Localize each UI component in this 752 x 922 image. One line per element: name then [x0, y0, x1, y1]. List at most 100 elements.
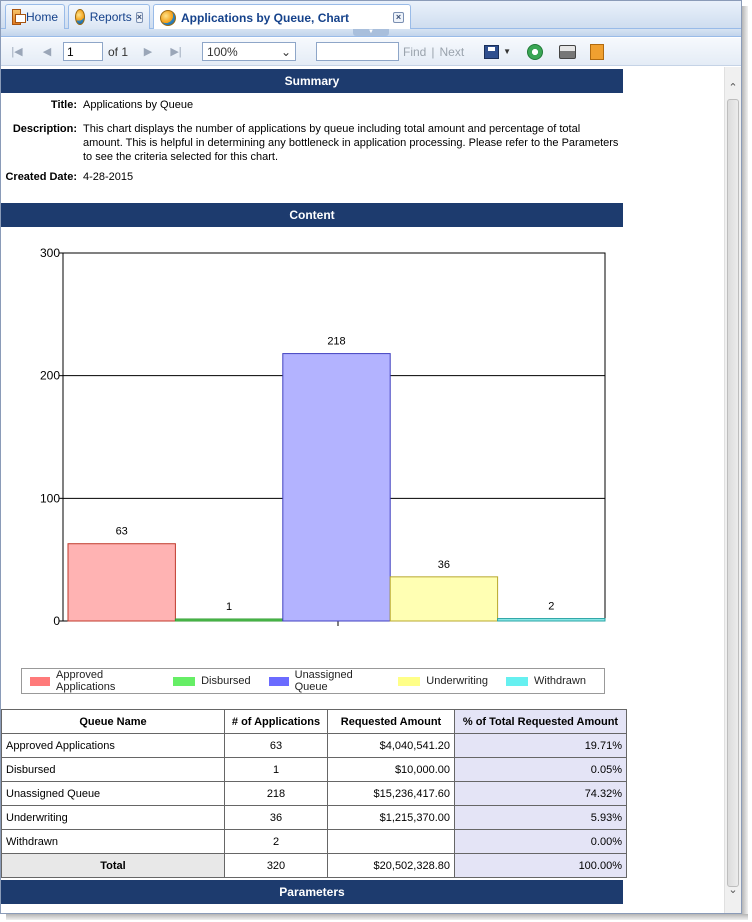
export-save-icon[interactable] [484, 44, 500, 59]
collapse-handle[interactable]: ▼ [353, 29, 389, 36]
legend-swatch [268, 676, 289, 686]
legend-item: Unassigned Queue [268, 669, 381, 693]
tab-applications-by-queue[interactable]: Applications by Queue, Chart × [153, 4, 411, 30]
col-requested-amount: Requested Amount [327, 709, 455, 734]
close-icon[interactable]: × [135, 11, 143, 23]
next-link[interactable]: Next [439, 44, 465, 59]
summary-title-row: Title: Applications by Queue [1, 98, 623, 112]
table-row: Approved Applications 63 $4,040,541.20 19.7… [1, 733, 627, 758]
content-header: Content [1, 203, 623, 227]
applications-cell: 2 [224, 829, 328, 854]
vertical-scrollbar[interactable]: ⌃ ⌄ [724, 67, 741, 913]
bar-data-label: 2 [548, 601, 554, 613]
refresh-icon[interactable] [527, 43, 544, 60]
first-page-icon[interactable]: |◀ [11, 46, 23, 58]
table-total-row: Total 320 $20,502,328.80 100.00% [1, 853, 627, 878]
col-pct-total: % of Total Requested Amount [454, 709, 627, 734]
tab-reports[interactable]: Reports × [68, 4, 150, 29]
legend-swatch [173, 676, 196, 686]
amount-cell: $1,215,370.00 [327, 805, 455, 830]
page-count: of 1 [108, 44, 129, 59]
y-tick-label: 100 [40, 491, 60, 505]
chart-data-labels: 63 1 218 36 2 [116, 336, 555, 613]
applications-cell: 1 [224, 757, 328, 782]
tab-home-label: Home [25, 10, 58, 24]
amount-cell: $15,236,417.60 [327, 781, 455, 806]
tab-active-label: Applications by Queue, Chart [181, 10, 350, 25]
queue-name-cell: Underwriting [1, 805, 225, 830]
report-window: Home Reports × Applications by Queue, Ch… [0, 0, 742, 914]
chart-legend: Approved Applications Disbursed Unassigned… [21, 668, 605, 694]
table-row: Underwriting 36 $1,215,370.00 5.93% [1, 805, 627, 830]
total-pct-cell: 100.00% [454, 853, 627, 878]
legend-label: Approved Applications [56, 669, 116, 693]
close-icon[interactable]: × [393, 12, 404, 23]
col-queue-name: Queue Name [1, 709, 225, 734]
bar-data-label: 63 [116, 526, 128, 538]
bar-chart: 63 1 218 36 2 0 100 200 300 [40, 246, 606, 628]
bar-data-label: 1 [226, 601, 232, 613]
bar-disbursed [174, 618, 284, 622]
queue-name-cell: Approved Applications [1, 733, 225, 758]
scroll-thumb[interactable] [727, 99, 739, 887]
scroll-down-icon[interactable]: ⌄ [728, 884, 738, 896]
legend-label: Disbursed [201, 675, 251, 687]
summary-created-row: Created Date: 4-28-2015 [1, 170, 623, 184]
report-toolbar: |◀ ◀ of 1 ▶ ▶| 100% ⌄ Find | Next ▼ [1, 38, 741, 66]
bar-unassigned-queue [282, 353, 391, 622]
description-label: Description: [12, 123, 77, 135]
legend-item: Withdrawn [506, 675, 586, 687]
legend-item: Underwriting [398, 675, 488, 687]
export-document-icon[interactable] [590, 43, 605, 60]
last-page-icon[interactable]: ▶| [170, 46, 182, 58]
find-input[interactable] [316, 42, 400, 61]
export-dropdown-icon[interactable]: ▼ [503, 47, 512, 56]
queue-table: Queue Name # of Applications Requested A… [1, 709, 627, 878]
next-page-icon[interactable]: ▶ [143, 46, 153, 58]
pct-cell: 19.71% [454, 733, 627, 758]
amount-cell: $10,000.00 [327, 757, 455, 782]
scroll-up-icon[interactable]: ⌃ [728, 82, 738, 94]
bar-approved-applications [67, 543, 176, 622]
amount-cell [327, 829, 455, 854]
bar-data-label: 36 [438, 559, 450, 571]
table-header-row: Queue Name # of Applications Requested A… [1, 709, 627, 734]
y-tick-label: 300 [40, 246, 60, 260]
chevron-down-icon: ⌄ [280, 44, 292, 59]
page-number-input[interactable] [63, 42, 103, 61]
y-tick-label: 200 [40, 369, 60, 383]
queue-name-cell: Withdrawn [1, 829, 225, 854]
report-viewport[interactable]: Summary Title: Applications by Queue Des… [1, 67, 724, 913]
description-value: This chart displays the number of applic… [83, 123, 619, 163]
pct-cell: 0.00% [454, 829, 627, 854]
legend-swatch [506, 676, 529, 686]
chart-bars [67, 353, 606, 622]
tab-bar: Home Reports × Applications by Queue, Ch… [1, 1, 741, 30]
total-amount-cell: $20,502,328.80 [327, 853, 455, 878]
legend-item: Approved Applications [30, 669, 155, 693]
find-link[interactable]: Find [403, 44, 427, 59]
pct-cell: 74.32% [454, 781, 627, 806]
report-globe-icon [160, 9, 176, 26]
applications-cell: 63 [224, 733, 328, 758]
amount-cell: $4,040,541.20 [327, 733, 455, 758]
bar-underwriting [389, 576, 499, 622]
prev-page-icon[interactable]: ◀ [42, 46, 52, 58]
pct-cell: 5.93% [454, 805, 627, 830]
queue-name-cell: Disbursed [1, 757, 225, 782]
summary-description-row: Description: This chart displays the num… [1, 122, 623, 164]
total-applications-cell: 320 [224, 853, 328, 878]
tab-home[interactable]: Home [5, 4, 65, 29]
legend-item: Disbursed [173, 675, 251, 687]
tab-reports-label: Reports [89, 10, 132, 24]
print-icon[interactable] [559, 44, 577, 59]
zoom-select[interactable]: 100% ⌄ [202, 42, 297, 61]
total-label-cell: Total [1, 853, 225, 878]
legend-label: Unassigned Queue [294, 669, 353, 693]
col-num-applications: # of Applications [224, 709, 328, 734]
title-label: Title: [50, 99, 77, 111]
bar-data-label: 218 [327, 336, 345, 348]
applications-cell: 36 [224, 805, 328, 830]
title-value: Applications by Queue [83, 99, 194, 111]
parameters-header: Parameters [1, 880, 623, 904]
